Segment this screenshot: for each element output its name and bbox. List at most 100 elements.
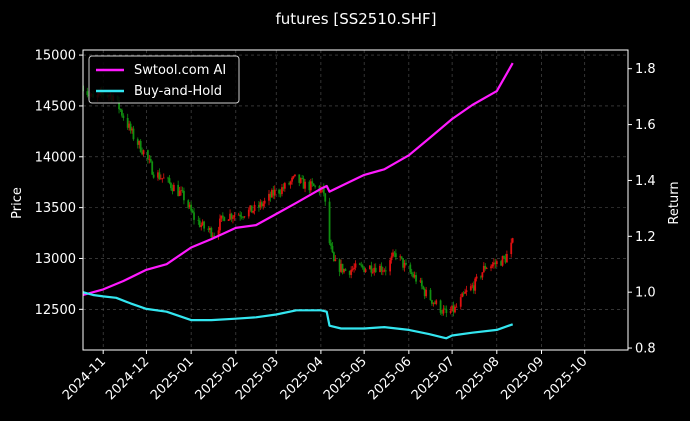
candle-body bbox=[304, 181, 306, 189]
candle-body bbox=[504, 257, 507, 263]
candle-body bbox=[171, 188, 174, 192]
candle-body bbox=[210, 227, 213, 237]
legend-box bbox=[88, 55, 240, 104]
candle-body bbox=[480, 276, 482, 278]
candle-body bbox=[203, 221, 206, 229]
candle-body bbox=[118, 99, 120, 110]
candle-body bbox=[394, 253, 397, 258]
candle-body bbox=[402, 258, 404, 268]
legend-label-ai: Swtool.com AI bbox=[134, 63, 226, 78]
candle-body bbox=[393, 252, 396, 254]
candle-body bbox=[373, 267, 376, 272]
candle-body bbox=[415, 275, 417, 282]
candle-body bbox=[227, 219, 230, 221]
candle-body bbox=[505, 254, 508, 263]
candle-body bbox=[198, 220, 201, 227]
candle-body bbox=[149, 159, 152, 162]
candle-body bbox=[223, 217, 226, 221]
candle-body bbox=[262, 203, 265, 207]
candle-body bbox=[432, 302, 435, 304]
candle-body bbox=[340, 263, 342, 272]
candle-body bbox=[455, 306, 458, 308]
candle-body bbox=[465, 290, 468, 292]
candle-body bbox=[344, 269, 347, 271]
candle-body bbox=[183, 190, 185, 201]
candle-body bbox=[170, 183, 172, 189]
candle-body bbox=[413, 275, 416, 278]
candle-body bbox=[420, 280, 423, 287]
candle-body bbox=[452, 305, 455, 313]
candle-body bbox=[341, 263, 344, 273]
candle-body bbox=[328, 201, 331, 244]
y-tick-label-right: 1.0 bbox=[635, 286, 656, 301]
candle-body bbox=[510, 242, 513, 255]
candle-body bbox=[253, 204, 256, 212]
candle-body bbox=[191, 210, 194, 213]
candle-body bbox=[390, 256, 393, 261]
candle-body bbox=[439, 300, 442, 313]
candle-body bbox=[131, 128, 133, 131]
candle-body bbox=[433, 302, 436, 304]
series-line-0 bbox=[83, 62, 514, 297]
legend: Swtool.com AI Buy-and-Hold bbox=[88, 55, 240, 104]
candle-body bbox=[242, 217, 244, 218]
candle-body bbox=[281, 187, 283, 194]
candle-body bbox=[389, 260, 392, 272]
plot-frame bbox=[82, 49, 629, 351]
candle-body bbox=[86, 91, 89, 95]
candle-body bbox=[270, 189, 273, 198]
candle-body bbox=[139, 140, 142, 153]
candle-body bbox=[369, 265, 371, 270]
candle-body bbox=[350, 269, 353, 275]
candle-body bbox=[358, 263, 361, 265]
candle-body bbox=[353, 267, 355, 270]
candle-body bbox=[181, 190, 184, 192]
candle-body bbox=[422, 286, 425, 289]
candle-body bbox=[239, 214, 242, 217]
candle-body bbox=[193, 212, 195, 220]
candle-body bbox=[122, 115, 125, 118]
candle-body bbox=[351, 269, 354, 270]
candle-body bbox=[288, 183, 291, 185]
candle-body bbox=[308, 181, 311, 191]
candle-body bbox=[371, 271, 374, 273]
candle-body bbox=[374, 267, 377, 273]
candle-body bbox=[141, 152, 144, 155]
candle-body bbox=[298, 174, 301, 183]
right-y-axis-label: Return bbox=[667, 181, 682, 224]
candle-body bbox=[178, 190, 181, 197]
candle-body bbox=[142, 150, 145, 155]
y-tick-label-left: 14500 bbox=[35, 99, 76, 114]
candle-body bbox=[257, 204, 260, 208]
candle-body bbox=[312, 183, 315, 186]
candle-body bbox=[208, 227, 211, 230]
candle-body bbox=[146, 150, 149, 160]
candle-body bbox=[441, 312, 443, 314]
candle-body bbox=[221, 215, 224, 218]
candle-body bbox=[503, 256, 505, 258]
candle-body bbox=[472, 285, 475, 291]
candle-body bbox=[168, 178, 171, 184]
candle-body bbox=[237, 214, 240, 216]
candle-body bbox=[454, 306, 456, 313]
candle-body bbox=[384, 270, 387, 272]
y-tick-label-right: 1.6 bbox=[635, 118, 656, 133]
candle-body bbox=[269, 193, 272, 198]
candle-body bbox=[292, 176, 295, 178]
candle-body bbox=[121, 110, 123, 116]
candle-body bbox=[361, 265, 364, 268]
candle-body bbox=[229, 213, 231, 220]
left-y-axis-label: Price bbox=[10, 187, 25, 219]
candle-body bbox=[403, 262, 406, 268]
candle-body bbox=[469, 286, 472, 291]
candle-body bbox=[232, 217, 234, 219]
candle-body bbox=[211, 235, 214, 237]
candle-body bbox=[482, 265, 485, 273]
candle-body bbox=[354, 263, 357, 268]
candle-body bbox=[302, 178, 305, 189]
return-lines bbox=[83, 62, 514, 340]
candle-body bbox=[158, 172, 161, 180]
candle-body bbox=[425, 289, 428, 297]
candle-body bbox=[364, 269, 367, 273]
